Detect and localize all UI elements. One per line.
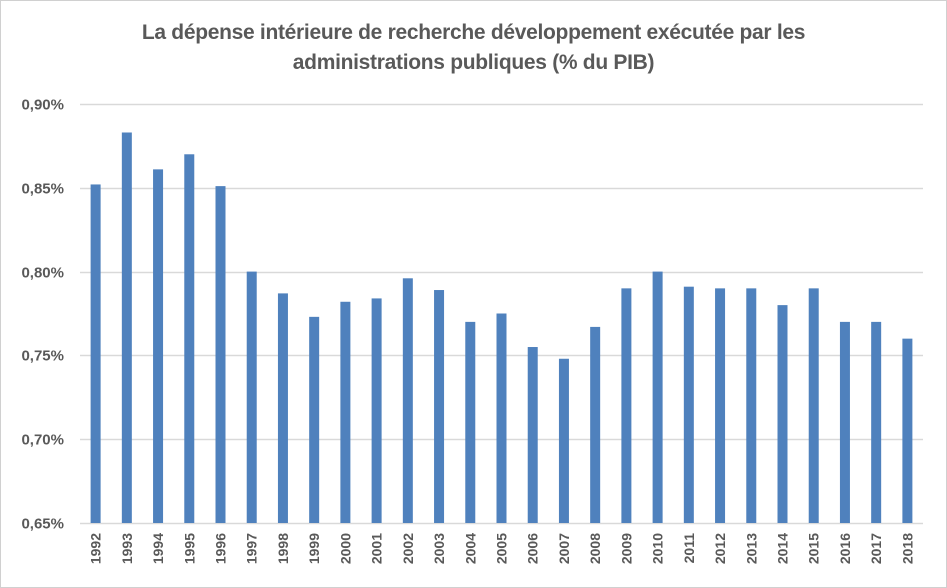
bar <box>153 169 164 523</box>
x-tick-label: 1999 <box>306 533 322 564</box>
bar <box>215 186 226 523</box>
x-tick-label: 1993 <box>119 533 135 564</box>
bar <box>683 286 694 523</box>
x-tick-label: 2007 <box>556 533 572 564</box>
bar <box>558 358 569 523</box>
bar <box>402 278 413 523</box>
x-tick-label: 2001 <box>369 533 385 564</box>
x-tick-label: 1992 <box>88 533 104 564</box>
x-tick-label: 2015 <box>806 533 822 564</box>
y-tick-label: 0,80% <box>21 265 64 282</box>
bar <box>434 290 445 523</box>
bar <box>715 288 726 523</box>
y-tick-label: 0,90% <box>21 97 64 114</box>
bar <box>496 313 507 523</box>
x-tick-label: 2011 <box>681 533 697 564</box>
x-tick-label: 1994 <box>150 533 166 564</box>
chart-title: La dépense intérieure de recherche dével… <box>0 18 947 78</box>
x-tick-label: 2013 <box>743 533 759 564</box>
x-tick-label: 2014 <box>775 533 791 564</box>
x-tick-label: 2018 <box>899 533 915 564</box>
y-tick-label: 0,65% <box>21 516 64 533</box>
bar <box>527 347 538 523</box>
chart-title-line-1: La dépense intérieure de recherche dével… <box>141 21 806 44</box>
bar <box>121 132 132 523</box>
bar <box>746 288 757 523</box>
x-tick-label: 2009 <box>618 533 634 564</box>
x-tick-label: 2016 <box>837 533 853 564</box>
bar <box>90 184 101 523</box>
bar <box>652 271 663 523</box>
bar <box>246 271 257 523</box>
chart-title-line-2: administrations publiques (% du PIB) <box>292 51 655 74</box>
x-tick-label: 1996 <box>213 533 229 564</box>
bar <box>465 321 476 523</box>
y-axis-ticks: 0,65% 0,70% 0,75% 0,80% 0,85% 0,90% <box>21 97 64 533</box>
bar <box>777 305 788 523</box>
x-tick-label: 2017 <box>868 533 884 564</box>
x-tick-label: 1995 <box>181 533 197 564</box>
x-tick-label: 2012 <box>712 533 728 564</box>
x-tick-label: 2003 <box>431 533 447 564</box>
bar <box>184 154 195 523</box>
bars <box>90 132 913 523</box>
x-tick-label: 2005 <box>494 533 510 564</box>
bar <box>839 321 850 523</box>
x-tick-label: 2008 <box>587 533 603 564</box>
y-tick-label: 0,75% <box>21 348 64 365</box>
bar <box>371 298 382 523</box>
bar <box>902 338 913 523</box>
bar <box>590 326 601 523</box>
bar <box>871 321 882 523</box>
x-tick-label: 2006 <box>525 533 541 564</box>
bar <box>621 288 632 523</box>
y-tick-label: 0,85% <box>21 181 64 198</box>
x-tick-label: 2000 <box>337 533 353 564</box>
bar <box>309 316 320 523</box>
x-tick-label: 1997 <box>244 533 260 564</box>
x-tick-label: 2002 <box>400 533 416 564</box>
x-tick-label: 2010 <box>650 533 666 564</box>
bar <box>808 288 819 523</box>
x-tick-label: 2004 <box>462 533 478 564</box>
bar <box>340 301 351 523</box>
x-tick-label: 1998 <box>275 533 291 564</box>
x-axis-ticks: 1992 1993 1994 1995 1996 1997 1998 1999 2000 2001… <box>88 533 916 564</box>
bar <box>277 293 288 523</box>
y-tick-label: 0,70% <box>21 432 64 449</box>
